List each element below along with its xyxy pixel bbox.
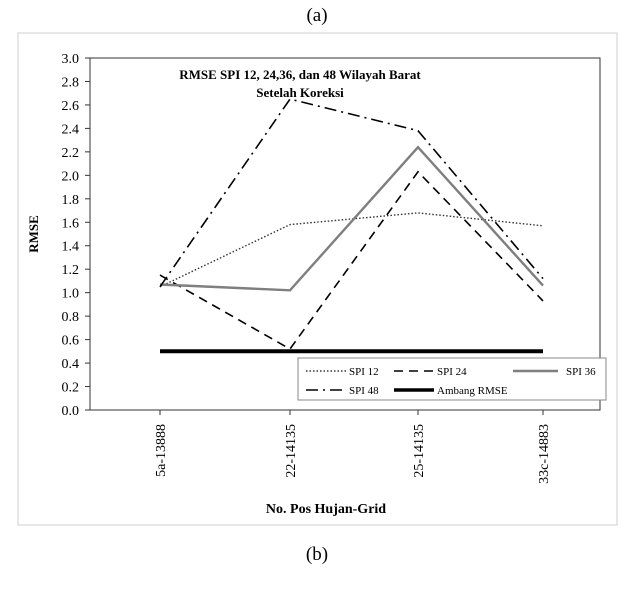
y-tick-label: 1.0 xyxy=(62,287,80,302)
y-tick-label: 2.6 xyxy=(62,99,80,114)
y-axis: 0.0 0.2 0.4 0.6 0.8 1.0 1.2 1.4 1.6 1.8 2.0 2.2 2.4 2… xyxy=(62,52,90,419)
chart-title-line1: RMSE SPI 12, 24,36, dan 48 Wilayah Barat xyxy=(179,67,421,82)
x-axis-label: No. Pos Hujan-Grid xyxy=(266,502,386,517)
y-tick-label: 0.2 xyxy=(62,381,80,396)
y-tick-label: 3.0 xyxy=(62,52,80,67)
y-tick-label: 0.6 xyxy=(62,334,80,349)
x-tick-label: 5a-13888 xyxy=(154,424,169,477)
y-tick-label: 0.0 xyxy=(62,404,80,419)
series-line-spi-36 xyxy=(159,145,544,292)
legend-label: Ambang RMSE xyxy=(437,385,508,397)
x-tick-label: 33c-14883 xyxy=(537,424,552,484)
plot-area xyxy=(89,57,601,411)
y-tick-label: 0.8 xyxy=(62,310,80,325)
legend-label: SPI 12 xyxy=(349,366,379,378)
legend: SPI 12 SPI 24 SPI 36 SPI 48 Ambang RMSE xyxy=(297,357,607,401)
y-tick-label: 2.0 xyxy=(62,169,80,184)
x-tick-label: 22-14135 xyxy=(284,424,299,478)
x-tick-label: 25-14135 xyxy=(412,424,427,478)
chart-frame xyxy=(17,32,618,526)
legend-label: SPI 48 xyxy=(349,385,379,397)
caption-b: (b) xyxy=(305,544,329,565)
series-line-spi-24 xyxy=(159,170,544,351)
y-tick-label: 0.4 xyxy=(62,357,80,372)
legend-label: SPI 36 xyxy=(566,366,596,378)
y-tick-label: 2.4 xyxy=(62,122,80,137)
chart-title-line2: Setelah Koreksi xyxy=(256,85,344,100)
y-tick-label: 1.8 xyxy=(62,193,80,208)
x-axis: 5a-13888 22-14135 25-14135 33c-14883 xyxy=(154,410,552,484)
y-axis-label: RMSE xyxy=(26,215,41,253)
y-tick-label: 1.6 xyxy=(62,216,80,231)
y-tick-label: 1.2 xyxy=(62,263,80,278)
y-tick-label: 2.8 xyxy=(62,75,80,90)
caption-a: (a) xyxy=(306,5,328,26)
series-layer xyxy=(159,98,544,354)
series-line-spi-48 xyxy=(159,98,544,288)
y-tick-label: 1.4 xyxy=(62,240,80,255)
legend-label: SPI 24 xyxy=(437,366,467,378)
legend-box xyxy=(297,357,607,401)
y-tick-label: 2.2 xyxy=(62,146,80,161)
